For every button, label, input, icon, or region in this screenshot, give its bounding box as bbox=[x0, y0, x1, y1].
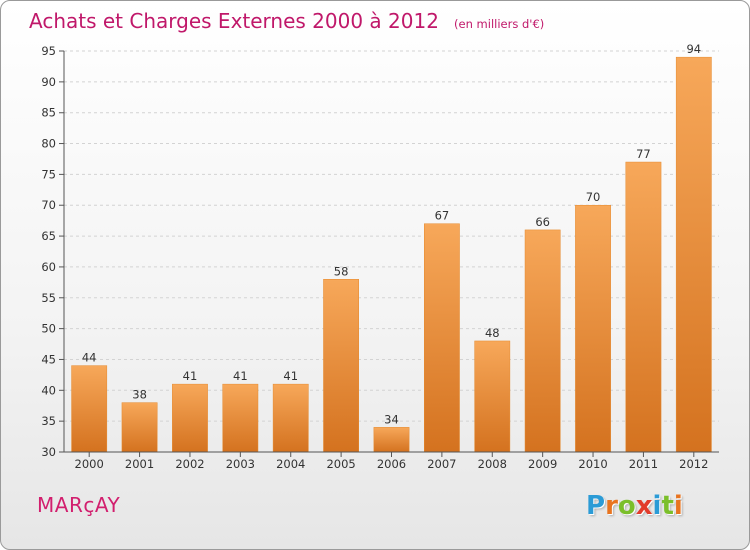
bar bbox=[222, 383, 259, 453]
x-tick-label: 2005 bbox=[326, 457, 355, 471]
bar bbox=[424, 223, 460, 453]
bar-value-label: 41 bbox=[233, 369, 248, 383]
bar bbox=[272, 383, 309, 453]
x-tick-label: 2006 bbox=[377, 457, 406, 471]
bar-value-label: 48 bbox=[485, 326, 500, 340]
place-name: MARçAY bbox=[37, 493, 121, 517]
bar bbox=[675, 56, 712, 453]
logo-letter: P bbox=[586, 491, 606, 521]
y-tick-label: 70 bbox=[41, 198, 56, 212]
bar-value-label: 41 bbox=[183, 369, 198, 383]
logo-letter: x bbox=[635, 491, 653, 521]
bar-value-label: 34 bbox=[384, 412, 399, 426]
x-tick-label: 2009 bbox=[528, 457, 557, 471]
chart-subtitle: (en milliers d'€) bbox=[454, 17, 545, 31]
bar bbox=[71, 365, 108, 453]
x-tick-label: 2008 bbox=[478, 457, 507, 471]
bar-value-label: 41 bbox=[283, 369, 298, 383]
bar bbox=[323, 279, 360, 453]
y-tick-label: 65 bbox=[41, 229, 56, 243]
logo-letter: r bbox=[605, 491, 618, 521]
y-tick-label: 55 bbox=[41, 291, 56, 305]
axis-layer: 30 35 40 45 50 55 60 65 70 75 80 85 90 95 2000 2001 2002… bbox=[41, 44, 719, 471]
y-tick-label: 60 bbox=[41, 260, 56, 274]
y-tick-label: 75 bbox=[41, 167, 56, 181]
proxiti-logo: Proxiti bbox=[586, 491, 683, 521]
x-tick-label: 2002 bbox=[175, 457, 204, 471]
chart-title: Achats et Charges Externes 2000 à 2012 bbox=[29, 9, 439, 33]
bar bbox=[373, 427, 410, 453]
y-tick-label: 90 bbox=[41, 75, 56, 89]
y-tick-label: 85 bbox=[41, 106, 56, 120]
y-tick-label: 50 bbox=[41, 322, 56, 336]
x-tick-label: 2000 bbox=[75, 457, 104, 471]
bar bbox=[172, 383, 208, 453]
y-tick-label: 30 bbox=[41, 445, 56, 459]
x-tick-label: 2010 bbox=[578, 457, 607, 471]
bar-value-label: 70 bbox=[586, 190, 601, 204]
bar bbox=[474, 340, 511, 453]
bar-value-label: 67 bbox=[435, 209, 450, 223]
chart-title-row: Achats et Charges Externes 2000 à 2012 (… bbox=[29, 9, 544, 33]
y-tick-label: 35 bbox=[41, 414, 56, 428]
x-tick-label: 2001 bbox=[125, 457, 154, 471]
x-tick-label: 2012 bbox=[679, 457, 708, 471]
bar-value-label: 44 bbox=[82, 351, 97, 365]
bar-value-label: 94 bbox=[686, 42, 701, 56]
bar bbox=[575, 204, 611, 453]
x-tick-label: 2011 bbox=[629, 457, 658, 471]
bar bbox=[524, 229, 561, 453]
bar-value-label: 38 bbox=[132, 388, 147, 402]
x-tick-label: 2004 bbox=[276, 457, 305, 471]
bar bbox=[121, 402, 158, 453]
bar bbox=[625, 161, 662, 453]
x-tick-label: 2003 bbox=[226, 457, 255, 471]
grid-layer bbox=[64, 50, 719, 453]
y-tick-label: 80 bbox=[41, 137, 56, 151]
bar-value-label: 58 bbox=[334, 264, 349, 278]
bar-value-label: 66 bbox=[535, 215, 550, 229]
logo-letter: i bbox=[652, 491, 662, 521]
bar-value-label: 77 bbox=[636, 147, 651, 161]
bars-layer: 44 38 41 41 41 58 34 67 48 66 70 77 94 bbox=[71, 42, 712, 453]
y-tick-label: 40 bbox=[41, 383, 56, 397]
x-tick-label: 2007 bbox=[427, 457, 456, 471]
logo-letter: t bbox=[661, 491, 674, 521]
logo-letter: i bbox=[673, 491, 683, 521]
y-tick-label: 95 bbox=[41, 44, 56, 58]
y-tick-label: 45 bbox=[41, 352, 56, 366]
logo-letter: o bbox=[617, 491, 636, 521]
